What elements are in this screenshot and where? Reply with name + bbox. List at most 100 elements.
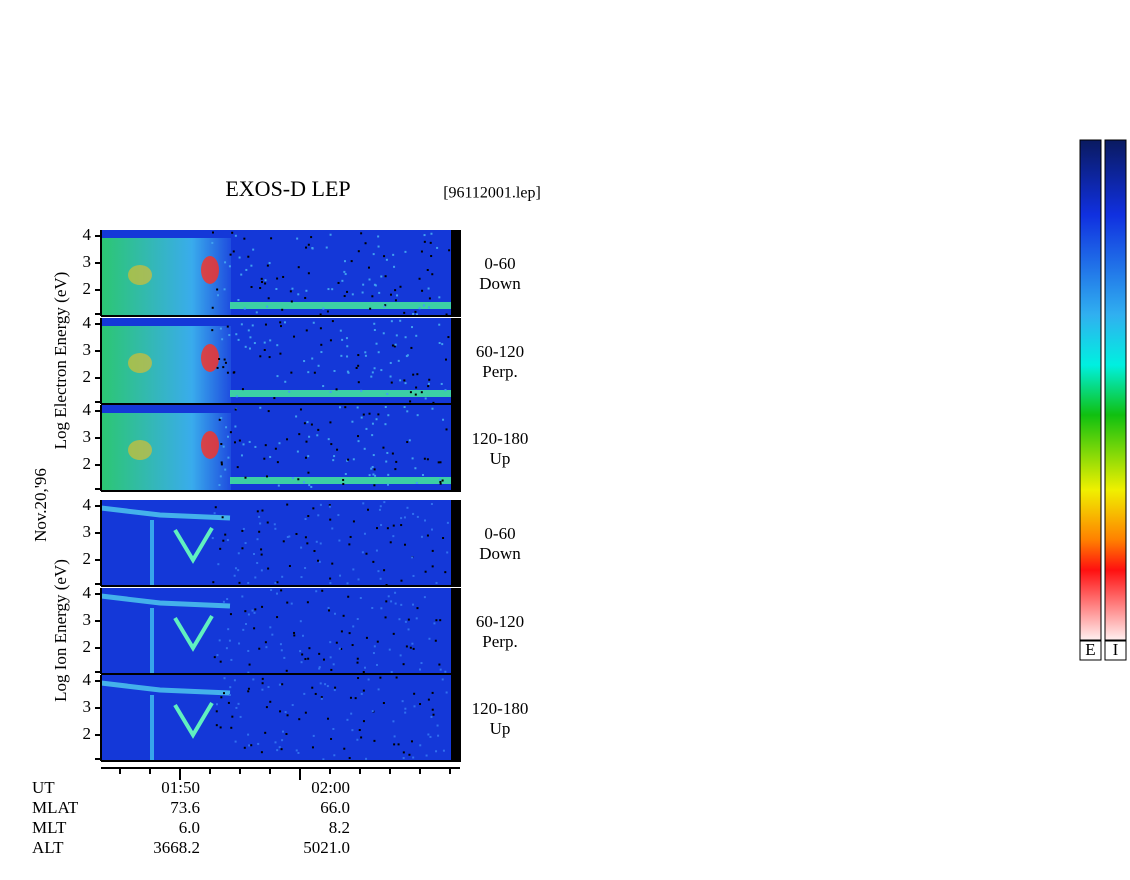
speckle	[276, 461, 279, 464]
speckle	[438, 478, 441, 481]
speckle	[416, 515, 419, 518]
footer-row-label: ALT	[32, 838, 64, 857]
spectrogram-band	[230, 477, 451, 484]
speckle	[237, 298, 240, 301]
speckle	[224, 261, 227, 264]
speckle	[402, 757, 405, 760]
y-tick-label: 2	[83, 367, 92, 386]
speckle	[371, 422, 374, 425]
speckle	[357, 250, 360, 253]
speckle	[320, 696, 323, 699]
colorbar-label: E	[1085, 640, 1095, 659]
speckle	[281, 730, 284, 733]
speckle	[431, 407, 434, 410]
speckle	[320, 343, 323, 346]
speckle	[313, 371, 316, 374]
speckle	[261, 509, 264, 512]
speckle	[387, 473, 390, 476]
speckle	[415, 617, 418, 620]
spectrogram-feature	[100, 593, 231, 609]
spectrogram-peak	[128, 265, 152, 285]
data-gap	[451, 588, 461, 674]
speckle	[407, 618, 410, 621]
speckle	[356, 657, 359, 660]
speckle	[234, 567, 237, 570]
speckle	[235, 333, 238, 336]
speckle	[244, 610, 247, 613]
speckle	[339, 574, 342, 577]
speckle	[328, 504, 331, 507]
speckle	[371, 371, 374, 374]
speckle	[296, 450, 299, 453]
speckle	[372, 253, 375, 256]
speckle	[347, 371, 350, 374]
speckle	[363, 532, 366, 535]
speckle	[408, 439, 411, 442]
speckle	[229, 253, 232, 256]
speckle	[293, 634, 296, 637]
speckle	[243, 746, 246, 749]
speckle	[264, 641, 267, 644]
speckle	[224, 468, 227, 471]
pitch-label: 60-120	[476, 612, 524, 631]
speckle	[306, 421, 309, 424]
speckle	[367, 508, 370, 511]
y-tick-label: 4	[83, 495, 92, 514]
speckle	[310, 485, 313, 488]
speckle	[240, 323, 243, 326]
speckle	[291, 476, 294, 479]
speckle	[256, 538, 259, 541]
speckle	[331, 320, 334, 323]
speckle	[274, 741, 277, 744]
speckle	[233, 441, 236, 444]
speckle	[347, 595, 350, 598]
speckle	[356, 661, 359, 664]
speckle	[234, 234, 237, 237]
speckle	[425, 754, 428, 757]
speckle	[319, 542, 322, 545]
colorbar	[1104, 139, 1127, 641]
speckle	[267, 410, 270, 413]
speckle	[229, 613, 232, 616]
speckle	[276, 375, 279, 378]
speckle	[233, 679, 236, 682]
speckle	[269, 339, 272, 342]
speckle	[349, 696, 352, 699]
speckle	[398, 618, 401, 621]
speckle	[372, 454, 375, 457]
speckle	[319, 503, 322, 506]
footer-row-label: MLAT	[32, 798, 79, 817]
colorbar-label-box	[1079, 640, 1102, 661]
speckle	[230, 658, 233, 661]
speckle	[211, 241, 214, 244]
speckle	[394, 591, 397, 594]
speckle	[402, 751, 405, 754]
speckle	[259, 522, 262, 525]
speckle	[393, 743, 396, 746]
speckle	[226, 598, 229, 601]
speckle	[247, 671, 250, 674]
speckle	[304, 711, 307, 714]
speckle	[249, 336, 252, 339]
speckle	[385, 583, 388, 586]
speckle	[403, 379, 406, 382]
speckle	[329, 582, 332, 585]
speckle	[373, 484, 376, 487]
speckle	[283, 656, 286, 659]
speckle	[342, 482, 345, 485]
date: Nov.20,'96	[31, 468, 50, 542]
speckle	[237, 552, 240, 555]
speckle	[358, 729, 361, 732]
speckle	[337, 514, 340, 517]
speckle	[267, 567, 270, 570]
speckle	[439, 480, 442, 483]
speckle	[227, 456, 230, 459]
speckle	[291, 704, 294, 707]
speckle	[399, 319, 402, 322]
speckle	[395, 676, 398, 679]
speckle	[360, 389, 363, 392]
speckle	[406, 506, 409, 509]
speckle	[242, 628, 245, 631]
speckle	[395, 460, 398, 463]
speckle	[293, 335, 296, 338]
